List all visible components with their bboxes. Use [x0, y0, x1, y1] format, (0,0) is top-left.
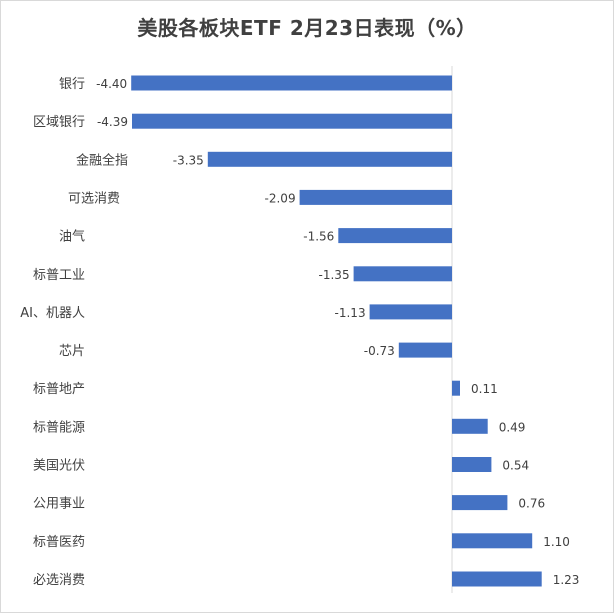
bar: [452, 418, 488, 434]
bar: [452, 495, 508, 511]
value-label: 1.10: [543, 535, 570, 549]
value-label: -4.40: [96, 77, 127, 91]
category-label: 标普地产: [33, 382, 85, 397]
bar: [452, 571, 542, 587]
category-label: 油气: [59, 229, 85, 245]
bar: [452, 533, 533, 549]
value-label: -2.09: [265, 191, 296, 205]
value-label: -0.73: [364, 344, 395, 358]
bar: [338, 228, 452, 244]
category-label: 芯片: [59, 344, 85, 359]
bar: [452, 457, 492, 472]
chart-title: 美股各板块ETF 2月23日表现（%）: [137, 16, 477, 40]
category-label: 标普能源: [33, 420, 85, 435]
category-label: AI、机器人: [20, 306, 85, 321]
value-label: -1.56: [303, 230, 334, 244]
bar: [452, 380, 460, 396]
category-label: 可选消费: [68, 191, 120, 206]
value-label: 0.49: [499, 420, 526, 434]
bar: [132, 113, 452, 129]
category-label: 标普医药: [33, 535, 85, 550]
category-label: 标普工业: [33, 268, 85, 283]
bar: [299, 189, 452, 205]
category-label: 金融全指: [76, 152, 128, 168]
category-label: 美国光伏: [33, 459, 85, 474]
category-label: 区域银行: [33, 115, 85, 130]
value-label: 0.11: [471, 382, 498, 396]
bar: [369, 304, 452, 320]
bar: [398, 342, 452, 358]
value-label: -4.39: [97, 115, 128, 129]
value-label: -1.35: [319, 268, 350, 282]
category-label: 必选消费: [33, 573, 85, 588]
bar: [207, 151, 452, 167]
value-label: 1.23: [553, 573, 580, 587]
value-label: -3.35: [173, 153, 204, 167]
category-label: 银行: [59, 77, 85, 92]
bar: [131, 75, 452, 91]
value-label: 0.54: [502, 459, 529, 473]
value-label: 0.76: [518, 497, 545, 511]
value-label: -1.13: [335, 306, 366, 320]
bar: [353, 266, 452, 282]
category-label: 公用事业: [33, 497, 85, 512]
